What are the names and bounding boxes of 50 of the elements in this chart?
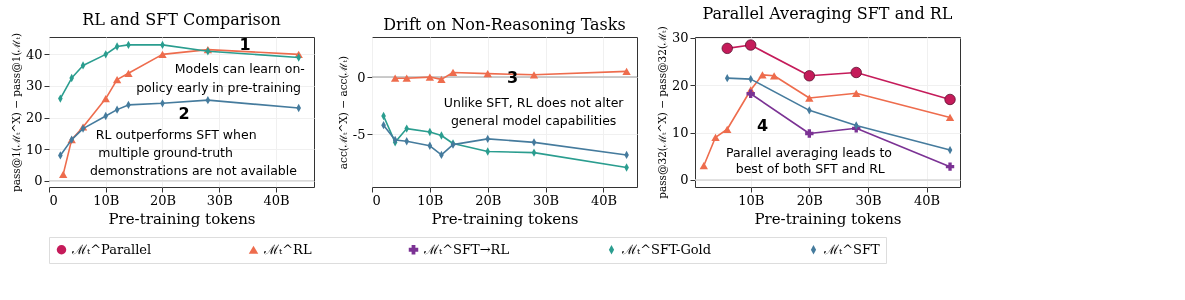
x-tick-label: 30B [206, 192, 233, 208]
annotation: best of both SFT and RL [735, 161, 885, 176]
x-tick-label: 40B [914, 192, 941, 208]
annotation: Unlike SFT, RL does not alter [443, 95, 625, 110]
chart-title: Drift on Non-Reasoning Tasks [383, 15, 626, 34]
y-tick-label: 0 [680, 172, 689, 188]
y-tick-label: 0 [34, 173, 43, 189]
x-tick-label: 10B [93, 192, 120, 208]
legend-label: ℳₜ^SFT [823, 241, 881, 257]
legend-label: ℳₜ^SFT→RL [423, 241, 510, 257]
y-axis-title: acc(ℳₜ^X) − acc(ℳₜ) [336, 55, 349, 170]
y-tick-label: 30 [25, 78, 43, 94]
annotation: general model capabilities [450, 113, 617, 128]
x-tick-label: 30B [533, 192, 560, 208]
legend-label: ℳₜ^RL [263, 241, 312, 257]
y-tick-label: -5 [352, 126, 366, 142]
x-tick-label: 10B [417, 192, 444, 208]
annotation: multiple ground-truth [98, 144, 233, 160]
annotation: 2 [178, 103, 190, 123]
x-tick-label: 20B [475, 192, 502, 208]
x-tick-label: 30B [855, 192, 882, 208]
annotation: demonstrations are not available [89, 162, 298, 178]
x-tick-label: 40B [263, 192, 290, 208]
y-tick-label: 30 [671, 30, 689, 46]
annotation: Models can learn on- [174, 60, 305, 76]
x-axis-title: Pre-training tokens [431, 209, 579, 228]
y-tick-label: 20 [25, 110, 43, 126]
x-tick-label: 0 [372, 192, 381, 208]
x-tick-label: 10B [738, 192, 765, 208]
annotation: RL outperforms SFT when [95, 126, 257, 142]
chart-title: Parallel Averaging SFT and RL [702, 3, 953, 23]
y-axis-title: pass@1(ℳₜ^X) − pass@1(ℳₜ) [9, 32, 22, 193]
y-tick-label: 20 [671, 77, 689, 93]
y-tick-label: 10 [671, 125, 689, 141]
y-tick-label: 40 [25, 46, 43, 62]
annotation: policy early in pre-training [136, 80, 302, 95]
x-axis-title: Pre-training tokens [108, 209, 256, 228]
chart-title: RL and SFT Comparison [82, 10, 281, 30]
annotation: 1 [239, 34, 251, 54]
x-axis-title: Pre-training tokens [754, 209, 902, 228]
legend-label: ℳₜ^SFT-Gold [621, 241, 712, 257]
y-tick-label: 10 [25, 141, 43, 157]
annotation: 4 [757, 115, 769, 135]
x-tick-label: 20B [796, 192, 823, 208]
legend-label: ℳₜ^Parallel [71, 241, 152, 257]
x-tick-label: 40B [590, 192, 617, 208]
y-axis-title: pass@32(ℳₜ^X) − pass@32(ℳₜ) [655, 26, 668, 199]
x-tick-label: 0 [49, 192, 58, 208]
x-tick-label: 20B [149, 192, 177, 208]
annotation: Parallel averaging leads to [725, 144, 892, 160]
